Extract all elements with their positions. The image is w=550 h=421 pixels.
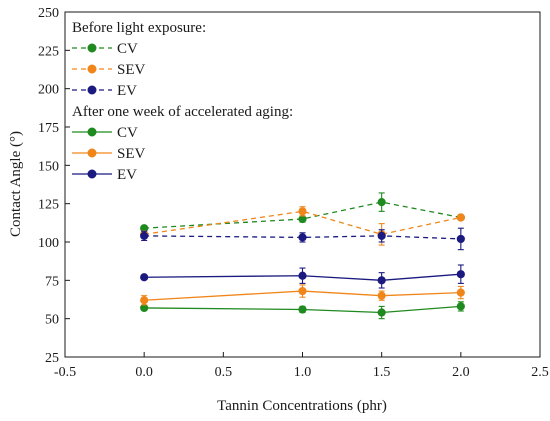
legend-label: CV [117,125,138,141]
series-line [144,305,461,314]
series-EV-before [140,227,465,251]
data-point [456,234,465,244]
y-tick-label: 200 [38,83,59,98]
x-axis: -0.5 0.0 0.5 1.0 1.5 2.0 2.5 [54,352,549,380]
data-point [377,308,386,317]
series-layer [140,192,465,320]
data-point [377,198,386,207]
data-point [140,296,149,305]
data-point [377,231,386,240]
legend-marker [87,148,97,158]
series-CV-before [140,192,465,233]
legend-marker [87,127,97,137]
data-point [377,291,386,300]
y-tick-label: 100 [38,236,59,251]
x-tick-label: 2.5 [531,365,549,380]
data-point [298,233,307,242]
data-point [456,302,465,311]
series-EV-after [140,264,465,289]
data-point [298,286,307,296]
legend: Before light exposure: CV SEV EV After one w… [72,20,293,183]
y-tick-label: 150 [38,159,59,174]
legend-group-title: Before light exposure: [72,20,206,36]
x-tick-label: 1.0 [294,365,312,380]
x-tick-label: 0.5 [215,365,233,380]
legend-marker [87,85,97,95]
data-point [377,276,386,285]
x-tick-label: 1.5 [373,365,391,380]
y-tick-label: 75 [45,274,59,289]
y-axis: 25 50 75 100 125 150 175 200 225 250 [38,6,70,366]
legend-label: SEV [117,146,146,162]
data-point [456,288,465,297]
y-tick-label: 250 [38,6,59,21]
y-tick-label: 50 [45,313,59,328]
data-point [140,231,149,240]
y-tick-label: 225 [38,44,59,59]
x-tick-label: 0.0 [135,365,153,380]
data-point [298,207,307,216]
series-line [144,290,461,301]
y-tick-label: 25 [45,351,59,366]
legend-label: EV [117,83,137,99]
data-point [298,271,307,280]
data-point [456,270,465,279]
x-axis-label: Tannin Concentrations (phr) [217,398,387,414]
series-line [144,210,461,236]
x-tick-label: -0.5 [54,365,76,380]
series-line [144,273,461,281]
y-tick-label: 125 [38,198,59,213]
series-line [144,201,461,229]
series-SEV-after [140,284,465,306]
legend-label: CV [117,41,138,57]
data-point [456,213,465,222]
data-point [140,273,149,282]
legend-marker [87,64,97,74]
legend-label: EV [117,167,137,183]
data-point [298,305,307,314]
legend-label: SEV [117,62,146,78]
x-tick-label: 2.0 [452,365,470,380]
series-CV-after [140,301,465,320]
y-tick-label: 175 [38,121,59,136]
legend-marker [87,43,97,53]
y-axis-label: Contact Angle (°) [8,131,24,237]
legend-marker [87,169,97,179]
legend-group-title: After one week of accelerated aging: [72,104,293,120]
